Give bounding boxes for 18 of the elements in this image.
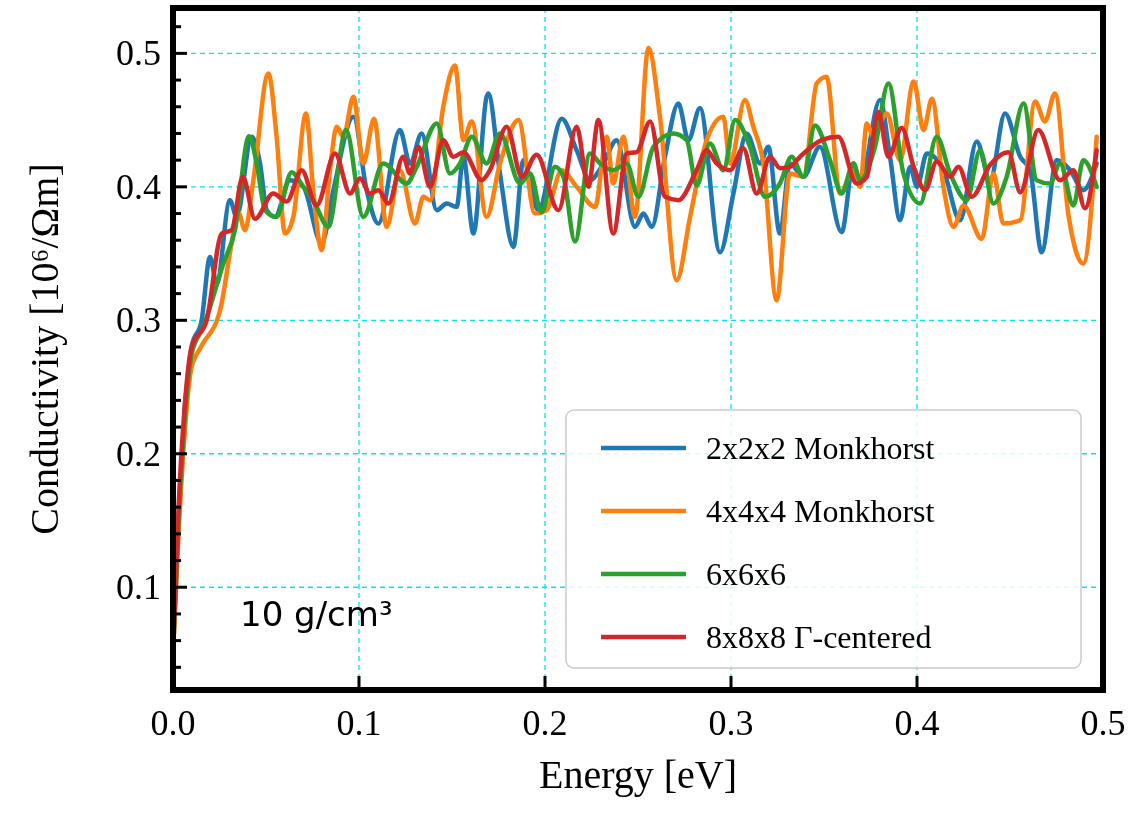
legend-label: 8x8x8 Γ-centered (706, 619, 932, 655)
x-tick-label: 0.1 (336, 703, 382, 743)
legend-label: 2x2x2 Monkhorst (706, 430, 935, 466)
y-tick-label: 0.2 (116, 433, 161, 474)
x-tick-label: 0.4 (894, 703, 940, 743)
y-axis-title: Conductivity [10⁶/Ωm] (22, 163, 67, 535)
y-tick-label: 0.1 (116, 567, 161, 608)
legend-label: 6x6x6 (706, 556, 786, 592)
x-tick-label: 0.5 (1080, 703, 1126, 743)
x-tick-label: 0.0 (150, 703, 196, 743)
y-tick-label: 0.3 (116, 300, 161, 341)
x-axis-title: Energy [eV] (538, 752, 738, 797)
x-tick-label: 0.3 (708, 703, 754, 743)
legend-label: 4x4x4 Monkhorst (706, 493, 935, 529)
x-tick-label: 0.2 (522, 703, 568, 743)
annotation: 10 g/cm³ (240, 594, 393, 634)
y-tick-label: 0.5 (116, 33, 161, 74)
y-tick-label: 0.4 (116, 166, 161, 207)
